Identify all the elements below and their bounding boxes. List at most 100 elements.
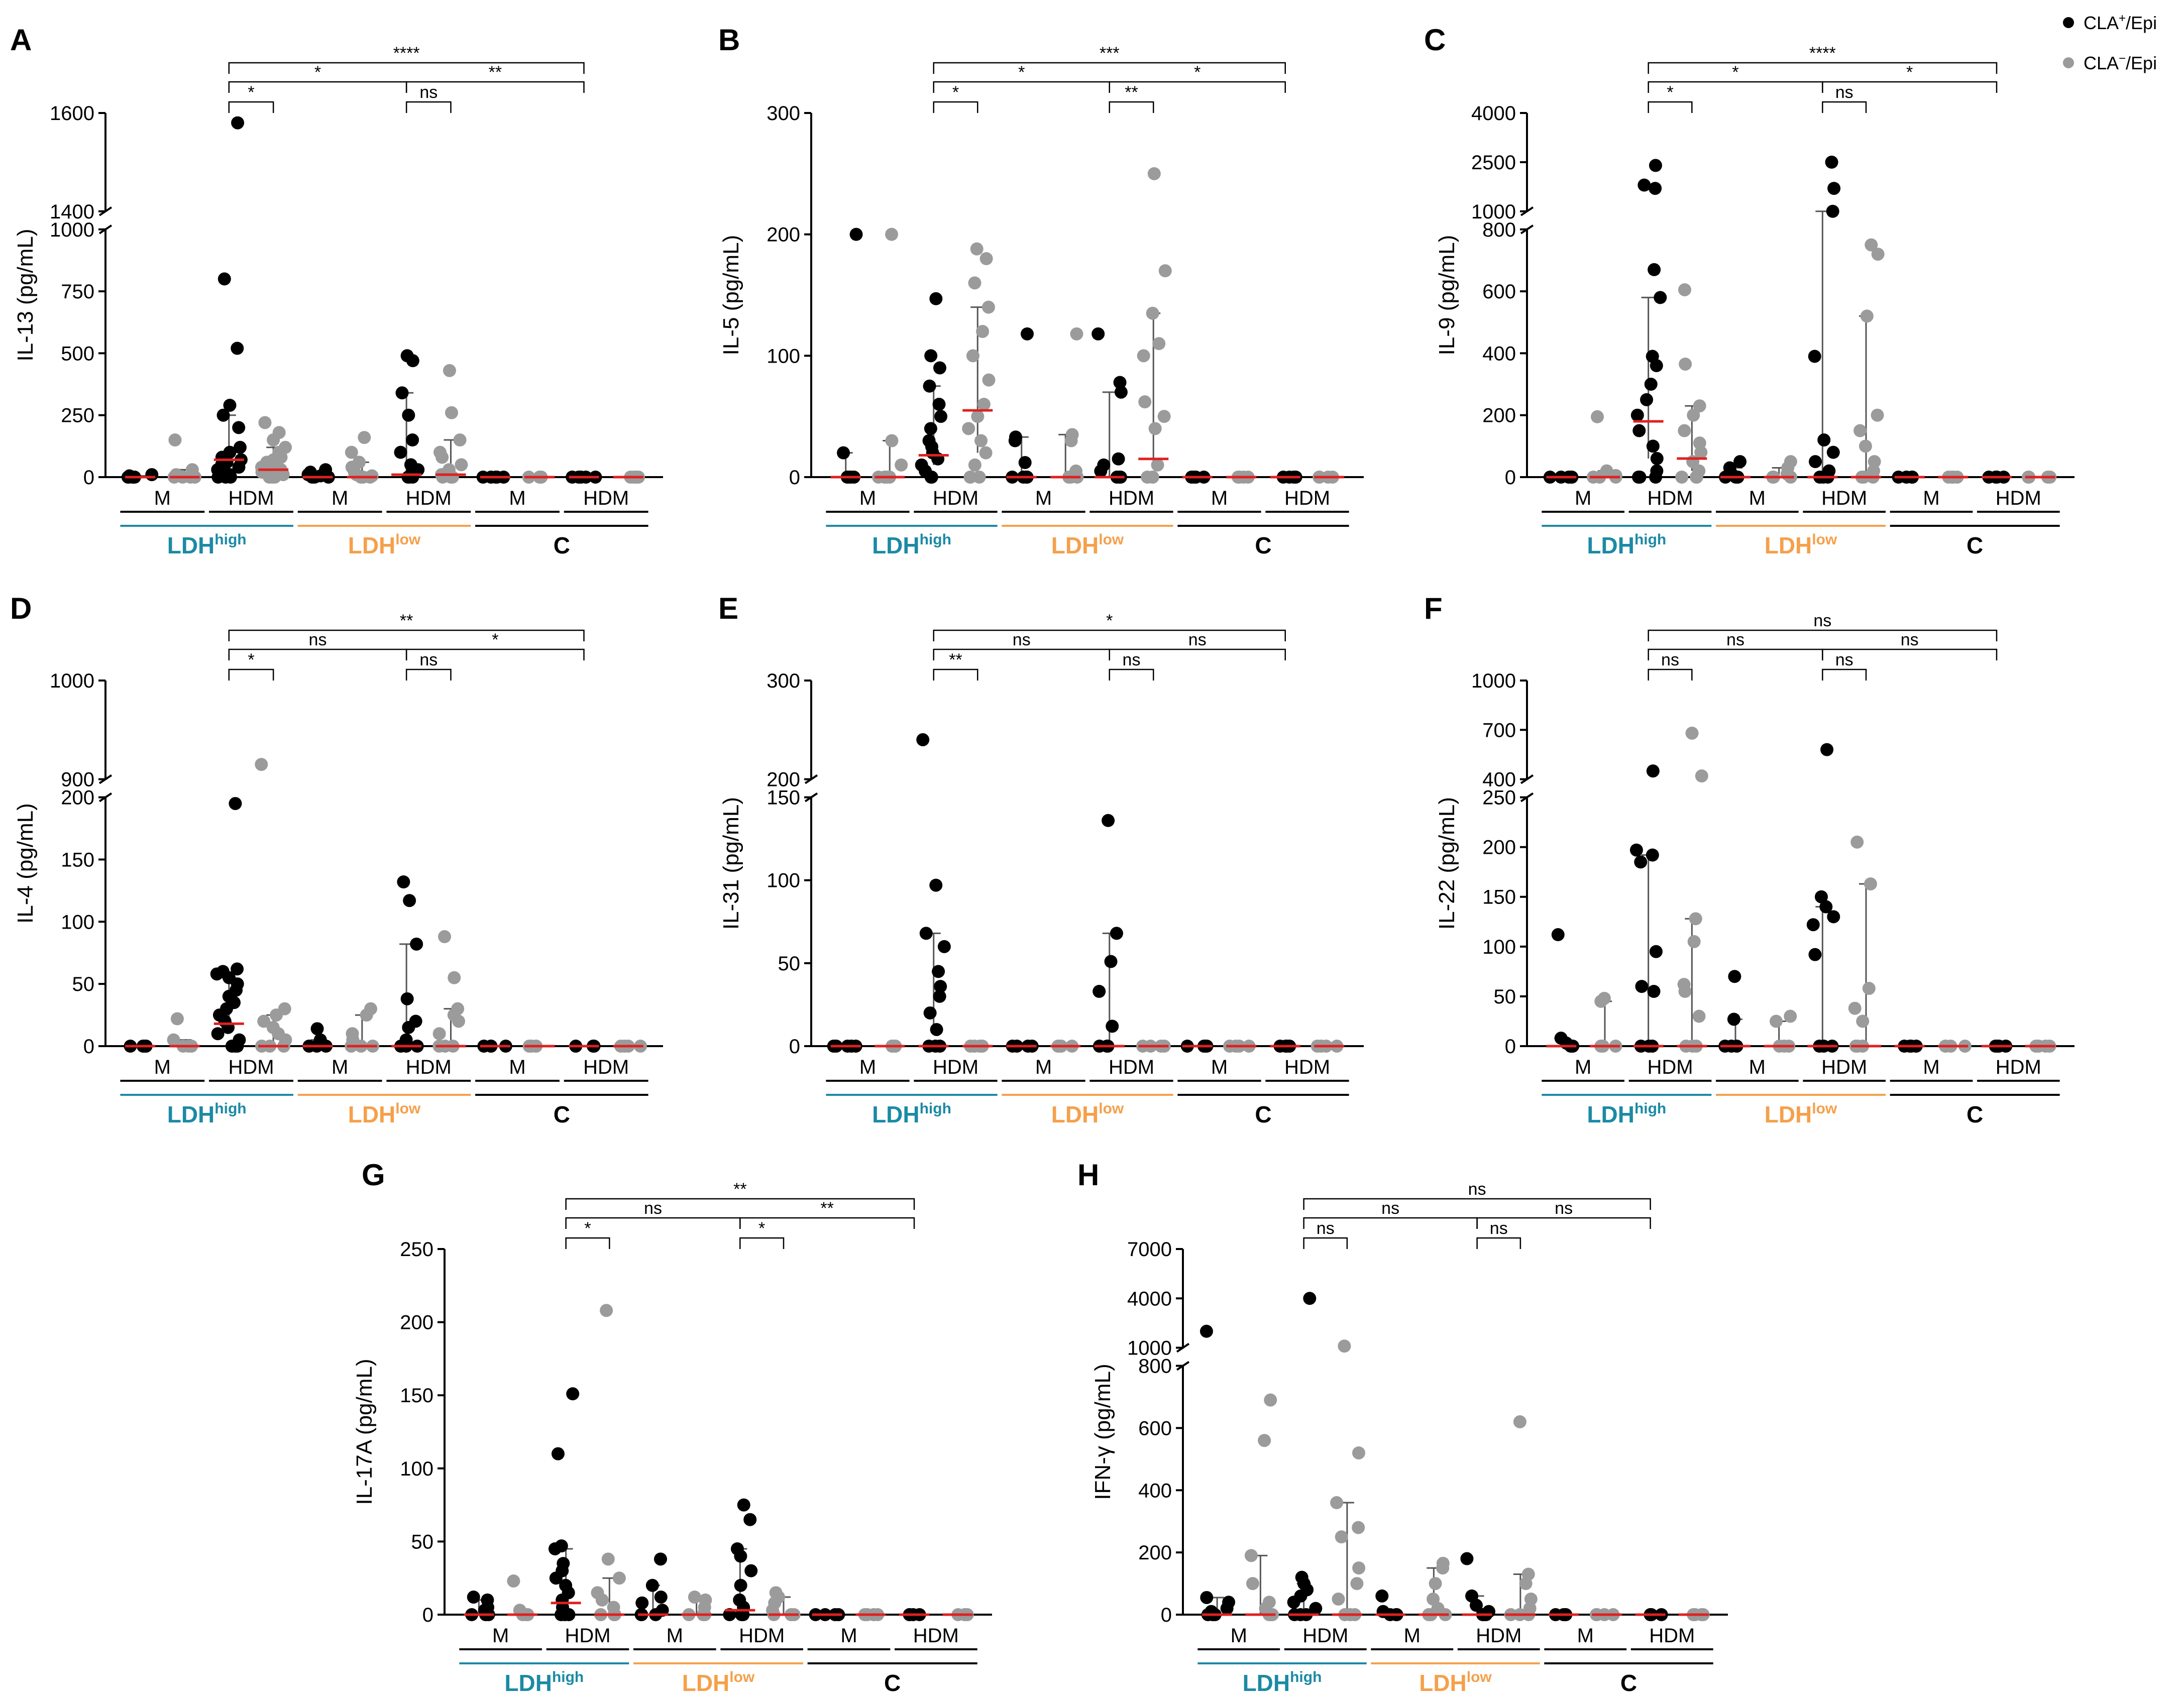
group-label: M — [859, 487, 876, 509]
group-label: HDM — [1284, 487, 1330, 509]
data-point — [1692, 1009, 1706, 1023]
significance-label: ns — [1835, 83, 1853, 102]
y-tick-label: 600 — [1482, 281, 1516, 303]
significance-label: *** — [1100, 44, 1120, 63]
significance-label: ns — [1013, 630, 1031, 649]
data-point — [1808, 948, 1822, 961]
panel-letter: C — [1424, 23, 1446, 57]
condition-label: LDHlow — [682, 1669, 755, 1696]
data-point — [932, 965, 945, 978]
data-point — [1465, 1589, 1479, 1603]
y-tick-label: 400 — [1482, 769, 1516, 791]
data-point — [1352, 1521, 1365, 1534]
panel-letter: D — [10, 592, 32, 625]
group-label: HDM — [1284, 1056, 1330, 1078]
data-point — [566, 1387, 580, 1401]
data-point — [1675, 471, 1689, 484]
y-tick-label: 0 — [789, 467, 800, 489]
axis-break-mark — [804, 774, 818, 784]
significance-label: ns — [1123, 650, 1141, 669]
group-label: M — [1575, 487, 1591, 509]
data-point — [1375, 1589, 1389, 1603]
data-point — [313, 1033, 327, 1047]
significance-bracket — [1822, 668, 1867, 681]
data-point — [1137, 349, 1150, 363]
significance-bracket — [739, 1237, 785, 1249]
data-point — [481, 1593, 494, 1607]
data-point — [303, 466, 317, 479]
data-point — [1352, 1446, 1365, 1459]
data-point — [1513, 1415, 1526, 1429]
significance-label: ** — [820, 1199, 833, 1218]
data-point — [922, 434, 936, 447]
condition-label: LDHlow — [1419, 1669, 1492, 1696]
significance-label: ns — [1813, 611, 1831, 630]
significance-bracket — [1476, 1237, 1521, 1249]
group-label: M — [1575, 1056, 1591, 1078]
chart-panel-b: B 0 100 200 300 IL-5 (pg/mL) M HDM M HDM M HDM LDHhi… — [718, 23, 1364, 558]
significance-label: * — [1194, 63, 1200, 82]
data-point — [1521, 1567, 1535, 1581]
y-tick-label: 100 — [1482, 936, 1516, 958]
group-label: HDM — [739, 1625, 785, 1647]
data-point — [1808, 350, 1821, 363]
data-point — [433, 445, 447, 459]
y-tick-label: 200 — [1482, 405, 1516, 427]
data-point — [968, 276, 981, 290]
significance-bracket — [1648, 668, 1693, 681]
data-point — [1335, 1530, 1348, 1544]
data-point — [358, 431, 371, 444]
data-point — [1104, 955, 1118, 968]
group-label: M — [1231, 1625, 1247, 1647]
y-axis-title: IL-9 (pg/mL) — [1435, 235, 1459, 356]
data-point — [1246, 1577, 1259, 1591]
significance-bracket — [1109, 101, 1154, 113]
data-point — [1009, 430, 1022, 444]
data-point — [1427, 1593, 1440, 1606]
data-point — [1862, 982, 1876, 995]
data-point — [1856, 1014, 1870, 1028]
y-tick-label: 4000 — [1127, 1288, 1172, 1310]
condition-label: LDHlow — [1765, 531, 1837, 558]
data-point — [399, 1033, 413, 1047]
data-point — [1113, 376, 1127, 389]
significance-label: ns — [644, 1199, 662, 1218]
data-point — [364, 1002, 378, 1015]
y-tick-label: 500 — [61, 343, 94, 365]
y-tick-label: 150 — [1482, 886, 1516, 909]
condition-label: LDHhigh — [1243, 1669, 1322, 1696]
data-point — [400, 349, 414, 363]
data-point — [929, 292, 943, 305]
axis-break-mark — [98, 224, 113, 235]
data-point — [1640, 393, 1654, 406]
data-point — [1146, 471, 1159, 484]
data-point — [734, 1578, 747, 1592]
data-point — [1826, 204, 1839, 218]
y-tick-label: 0 — [789, 1036, 800, 1058]
significance-label: ** — [489, 63, 502, 82]
data-point — [551, 1447, 565, 1460]
significance-label: * — [758, 1219, 765, 1238]
significance-bracket — [1648, 629, 1998, 641]
data-point — [1685, 726, 1699, 740]
significance-bracket — [1109, 81, 1286, 93]
group-label: HDM — [933, 487, 978, 509]
significance-label: * — [1018, 63, 1025, 82]
data-point — [919, 927, 933, 940]
group-label: M — [667, 1625, 683, 1647]
significance-label: ns — [1661, 650, 1679, 669]
group-label: HDM — [1821, 487, 1867, 509]
y-tick-label: 7000 — [1127, 1238, 1172, 1261]
data-point — [1693, 399, 1706, 413]
data-point — [654, 1591, 668, 1604]
axis-break-mark — [1520, 224, 1534, 235]
data-point — [885, 434, 899, 447]
significance-bracket — [405, 81, 585, 93]
data-point — [1650, 452, 1664, 466]
data-point — [1644, 378, 1658, 391]
data-point — [557, 1557, 570, 1570]
data-point — [1097, 458, 1111, 472]
